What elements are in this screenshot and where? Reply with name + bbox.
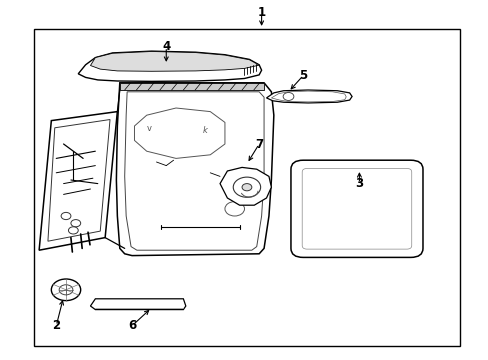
Circle shape: [224, 202, 244, 216]
Text: 1: 1: [257, 6, 265, 19]
Circle shape: [233, 177, 260, 197]
Text: 4: 4: [162, 40, 170, 53]
Polygon shape: [266, 90, 351, 103]
Circle shape: [61, 212, 71, 220]
Polygon shape: [116, 83, 273, 256]
Circle shape: [51, 279, 81, 301]
Bar: [34, 29, 459, 346]
Polygon shape: [120, 83, 264, 90]
Text: v: v: [146, 125, 151, 134]
Circle shape: [68, 227, 78, 234]
Text: 7: 7: [255, 138, 263, 150]
Polygon shape: [78, 51, 261, 81]
Polygon shape: [220, 167, 271, 205]
Circle shape: [59, 285, 73, 295]
Circle shape: [242, 184, 251, 191]
Circle shape: [283, 93, 293, 100]
Text: 3: 3: [355, 177, 363, 190]
Text: k: k: [203, 126, 207, 135]
Polygon shape: [39, 112, 117, 250]
Text: 2: 2: [52, 319, 60, 332]
Text: 5: 5: [299, 69, 306, 82]
FancyBboxPatch shape: [290, 160, 422, 257]
Polygon shape: [90, 51, 259, 71]
Polygon shape: [90, 299, 185, 310]
Circle shape: [71, 220, 81, 227]
Text: 6: 6: [128, 319, 136, 332]
